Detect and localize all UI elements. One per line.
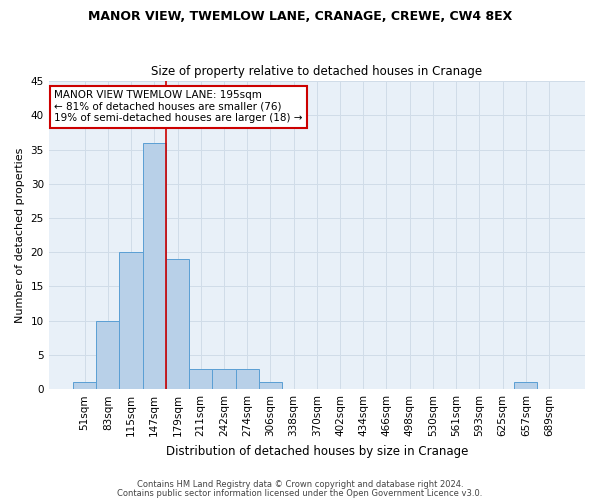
Bar bbox=[514, 382, 538, 389]
Title: Size of property relative to detached houses in Cranage: Size of property relative to detached ho… bbox=[151, 66, 482, 78]
Text: Contains HM Land Registry data © Crown copyright and database right 2024.: Contains HM Land Registry data © Crown c… bbox=[137, 480, 463, 489]
Bar bbox=[166, 259, 189, 389]
Bar bbox=[73, 382, 96, 389]
Bar bbox=[212, 368, 236, 389]
Text: MANOR VIEW, TWEMLOW LANE, CRANAGE, CREWE, CW4 8EX: MANOR VIEW, TWEMLOW LANE, CRANAGE, CREWE… bbox=[88, 10, 512, 23]
Y-axis label: Number of detached properties: Number of detached properties bbox=[15, 148, 25, 323]
Text: MANOR VIEW TWEMLOW LANE: 195sqm
← 81% of detached houses are smaller (76)
19% of: MANOR VIEW TWEMLOW LANE: 195sqm ← 81% of… bbox=[54, 90, 302, 124]
Bar bbox=[189, 368, 212, 389]
Bar bbox=[236, 368, 259, 389]
X-axis label: Distribution of detached houses by size in Cranage: Distribution of detached houses by size … bbox=[166, 444, 468, 458]
Bar bbox=[143, 142, 166, 389]
Text: Contains public sector information licensed under the Open Government Licence v3: Contains public sector information licen… bbox=[118, 490, 482, 498]
Bar bbox=[259, 382, 282, 389]
Bar bbox=[96, 320, 119, 389]
Bar bbox=[119, 252, 143, 389]
